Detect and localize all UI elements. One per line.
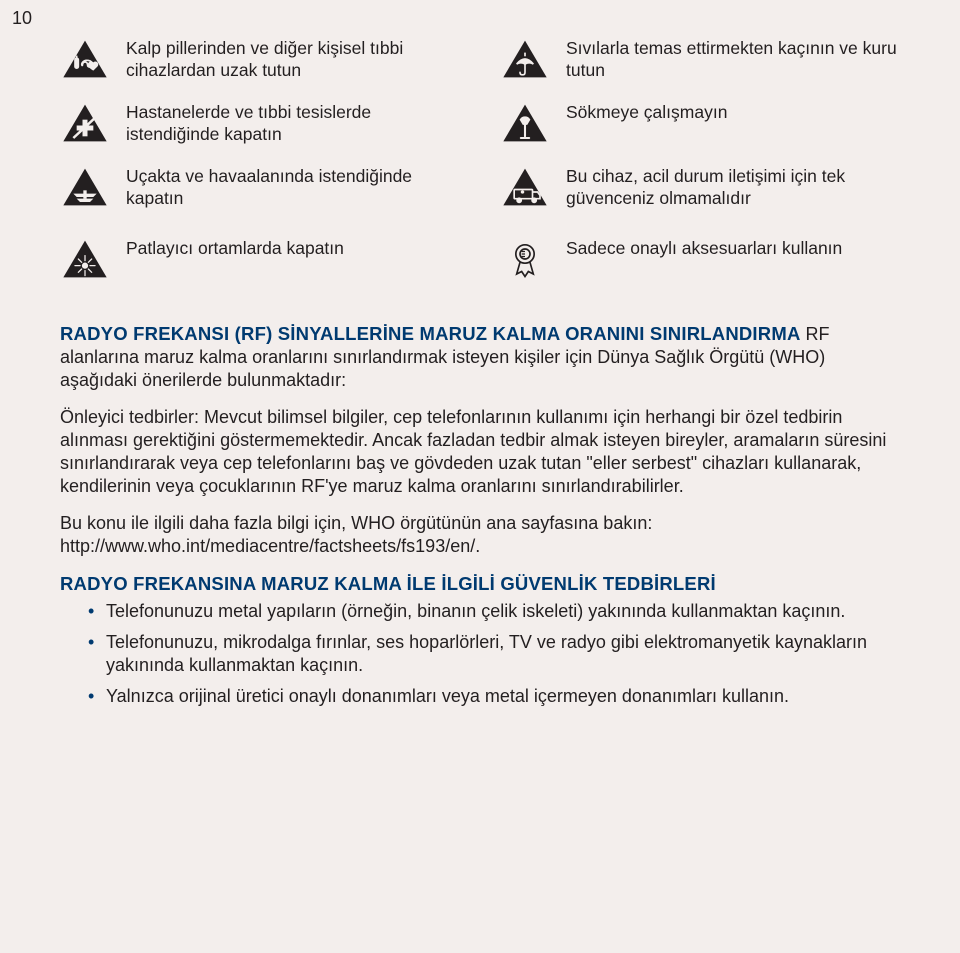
heart-pill-icon — [60, 36, 110, 82]
warning-row: Patlayıcı ortamlarda kapatın — [60, 236, 460, 282]
ambulance-icon — [500, 164, 550, 210]
bullet-item: Yalnızca orijinal üretici onaylı donanım… — [88, 685, 900, 716]
warning-text: Uçakta ve havaalanında istendiğinde kapa… — [126, 164, 460, 210]
body-text: RADYO FREKANSI (RF) SİNYALLERİNE MARUZ K… — [60, 322, 900, 716]
section1-para2: Önleyici tedbirler: Mevcut bilimsel bilg… — [60, 406, 900, 498]
badge-icon — [500, 236, 550, 282]
bullet-item: Telefonunuzu, mikrodalga fırınlar, ses h… — [88, 631, 900, 685]
page: 10 Kalp pillerinden ve diğer kişisel tıb… — [0, 0, 960, 953]
section1-heading: RADYO FREKANSI (RF) SİNYALLERİNE MARUZ K… — [60, 323, 801, 344]
airplane-icon — [60, 164, 110, 210]
explosion-icon — [60, 236, 110, 282]
warning-text: Sökmeye çalışmayın — [566, 100, 727, 124]
section2-bullets: Telefonunuzu metal yapıların (örneğin, b… — [60, 600, 900, 716]
warning-row: Kalp pillerinden ve diğer kişisel tıbbi … — [60, 36, 460, 82]
section2-heading: RADYO FREKANSINA MARUZ KALMA İLE İLGİLİ … — [60, 573, 716, 594]
warnings-grid: Kalp pillerinden ve diğer kişisel tıbbi … — [60, 0, 900, 282]
warning-text: Sıvılarla temas ettirmekten kaçının ve k… — [566, 36, 900, 82]
warning-row: Hastanelerde ve tıbbi tesislerde istendi… — [60, 100, 460, 146]
warning-row: Sadece onaylı aksesuarları kullanın — [500, 236, 900, 282]
warning-row: Bu cihaz, acil durum iletişimi için tek … — [500, 164, 900, 210]
warning-text: Patlayıcı ortamlarda kapatın — [126, 236, 344, 260]
umbrella-icon — [500, 36, 550, 82]
warning-row: Uçakta ve havaalanında istendiğinde kapa… — [60, 164, 460, 210]
page-number: 10 — [12, 8, 32, 29]
wrench-icon — [500, 100, 550, 146]
warning-row: Sıvılarla temas ettirmekten kaçının ve k… — [500, 36, 900, 82]
section1-intro: RADYO FREKANSI (RF) SİNYALLERİNE MARUZ K… — [60, 322, 900, 392]
hospital-icon — [60, 100, 110, 146]
warning-text: Hastanelerde ve tıbbi tesislerde istendi… — [126, 100, 460, 146]
bullet-item: Telefonunuzu metal yapıların (örneğin, b… — [88, 600, 900, 631]
warning-text: Sadece onaylı aksesuarları kullanın — [566, 236, 842, 260]
section1-para3: Bu konu ile ilgili daha fazla bilgi için… — [60, 512, 900, 558]
warning-text: Kalp pillerinden ve diğer kişisel tıbbi … — [126, 36, 460, 82]
warning-text: Bu cihaz, acil durum iletişimi için tek … — [566, 164, 900, 210]
warning-row: Sökmeye çalışmayın — [500, 100, 900, 146]
